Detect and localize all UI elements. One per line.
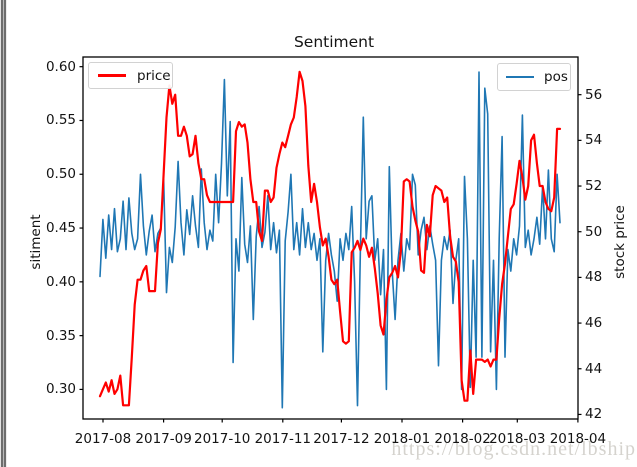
x-tick-2017-10: 2017-10 (193, 431, 251, 447)
x-tick-2017-08: 2017-08 (74, 431, 132, 447)
x-tick-2018-03: 2018-03 (489, 431, 546, 447)
x-tick-2018-04: 2018-04 (549, 431, 607, 447)
left-tick-0.60: 0.60 (45, 58, 76, 75)
left-tick-0.45: 0.45 (45, 220, 76, 237)
left-tick-0.55: 0.55 (45, 112, 76, 129)
right-axis-label: stock price (612, 205, 628, 279)
left-tick-0.35: 0.35 (45, 327, 76, 344)
right-tick-54: 54 (585, 132, 603, 149)
right-tick-46: 46 (585, 315, 603, 332)
left-tick-0.30: 0.30 (45, 381, 76, 398)
legend-price-label: price (137, 67, 171, 84)
chart-title: Sentiment (293, 33, 375, 51)
x-tick-2017-12: 2017-12 (313, 431, 370, 447)
left-tick-0.50: 0.50 (45, 166, 76, 183)
legend-price: price (88, 62, 173, 89)
legend-pos: pos (497, 63, 571, 91)
pos-line (99, 71, 561, 409)
pos-line-sample (506, 76, 534, 78)
legend-pos-label: pos (544, 69, 568, 85)
watermark: https://blog.csdn.net/lbship (391, 438, 636, 460)
right-tick-56: 56 (585, 86, 603, 103)
x-tick-2017-11: 2017-11 (254, 431, 311, 447)
left-axis-label: sitiment (28, 214, 44, 270)
right-tick-50: 50 (585, 223, 603, 240)
price-line-sample (98, 74, 126, 77)
right-tick-48: 48 (585, 269, 603, 286)
plot-frame (82, 56, 579, 420)
x-tick-2018-02: 2018-02 (434, 431, 491, 447)
left-tick-0.40: 0.40 (45, 273, 76, 290)
x-tick-2017-09: 2017-09 (135, 431, 192, 447)
window-left-border (0, 0, 7, 467)
price-line (98, 70, 562, 407)
right-tick-44: 44 (585, 360, 603, 377)
right-tick-52: 52 (585, 178, 603, 195)
right-tick-42: 42 (585, 406, 603, 423)
x-tick-2018-01: 2018-01 (373, 431, 431, 447)
